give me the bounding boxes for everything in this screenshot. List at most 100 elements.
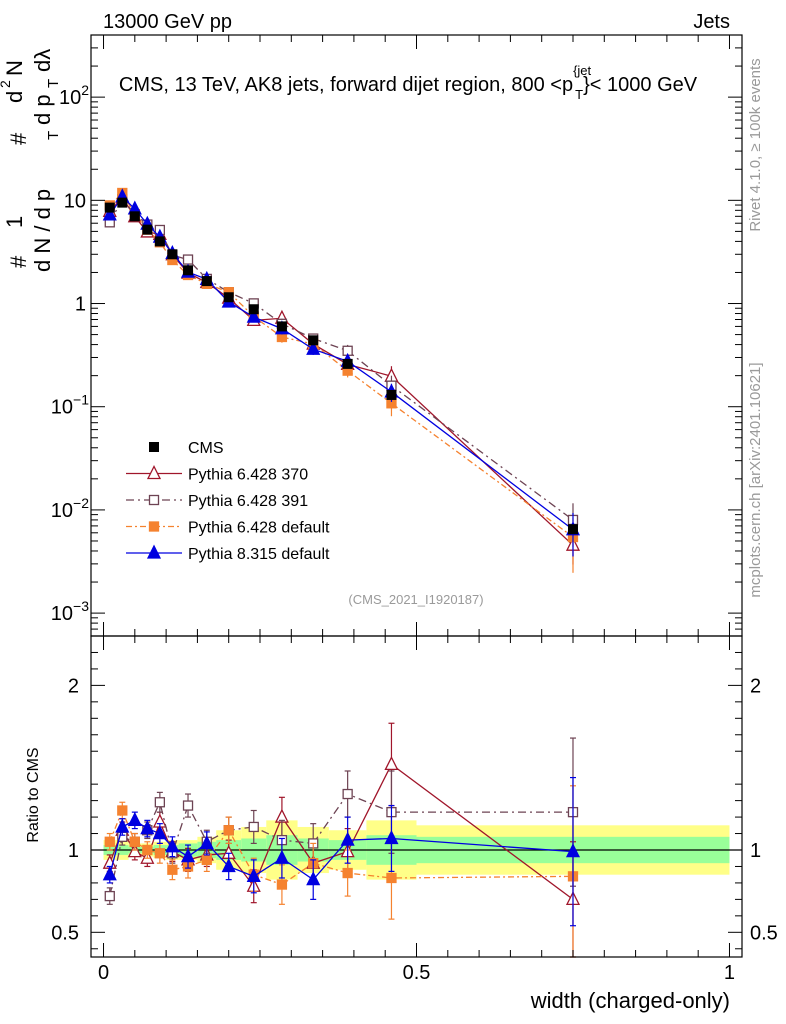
header-left: 13000 GeV pp [103,11,232,33]
y-label-two: 2 [0,80,13,88]
ratio-point-p8 [199,834,214,850]
ratio-y-tick-label-right: 2 [750,675,761,697]
main-point-cms [117,197,128,208]
plot-title: CMS, 13 TeV, AK8 jets, forward dijet reg… [119,63,698,102]
ratio-y-tick-label-right: 1 [750,840,761,862]
main-point-p8 [246,308,261,323]
legend-entry-p8: Pythia 8.315 default [126,544,330,563]
mcplots-label: mcplots.cern.ch [arXiv:2401.10621] [747,362,764,597]
main-y-tick-label: 10−3 [51,598,89,625]
y-label-hash-1: # [6,255,31,268]
legend-label: Pythia 6.428 391 [188,493,308,510]
ratio-point-pdef [104,836,115,847]
legend-marker [148,494,160,506]
ratio-point-p8 [152,825,167,840]
y-label-dpt: d p [30,94,55,125]
x-tick-label: 1 [724,962,735,984]
plot-content [91,187,742,958]
legend-marker [146,465,162,480]
ratio-point-p370 [127,843,142,858]
ratio-point-p8 [180,848,196,863]
legend-label: Pythia 6.428 default [188,520,330,537]
ratio-point-pdef [201,854,212,866]
main-point-cms [386,389,397,400]
y-label-t-2: T [45,79,62,88]
ratio-point-pdef [342,867,353,879]
header-right: Jets [693,11,730,33]
ratio-frame-border [90,635,743,958]
main-point-cms [342,358,353,369]
ratio-point-pdef [117,805,128,816]
ratio-point-p8 [565,843,581,858]
y-label-one: 1 [2,216,27,228]
ratio-point-p8 [165,838,180,853]
ratio-point-p8 [340,831,355,846]
analysis-watermark: (CMS_2021_I1920187) [348,592,483,607]
legend-marker [146,544,162,559]
legend: CMS Pythia 6.428 370 Pythia 6.428 391 Pythi… [126,440,330,563]
legend-entry-p370: Pythia 6.428 370 [126,465,308,484]
legend-label: Pythia 8.315 default [188,546,330,563]
ratio-point-p370 [384,755,399,771]
main-y-tick-label: 102 [59,82,89,109]
main-point-cms [104,202,115,213]
ratio-point-p391 [104,890,115,902]
legend-entry-pdef: Pythia 6.428 default [126,520,330,537]
y-label-n: N [2,60,27,76]
main-point-cms [167,249,178,260]
main-point-cms [142,224,153,235]
ratio-point-p8 [127,811,142,827]
y-label-hash-2: # [6,132,31,145]
ratio-y-axis-label: Ratio to CMS [25,747,42,842]
ratio-point-p391 [248,821,259,833]
main-point-cms [248,304,259,315]
ratio-y-tick-label-right: 0.5 [750,922,778,944]
ratio-y-tick-label: 1 [68,840,79,862]
y-label-dn-dpt: d N / d p [30,189,55,272]
plot-title-main: CMS, 13 TeV, AK8 jets, forward dijet reg… [119,74,573,96]
plot-title-sub: T [575,87,583,102]
main-point-cms [201,276,212,287]
rivet-version-label: Rivet 4.1.0, ≥ 100k events [747,58,764,231]
ratio-y-tick-label: 2 [68,675,79,697]
legend-entry-cms: CMS [149,440,224,457]
legend-label: CMS [188,440,224,457]
ratio-point-pdef [167,864,178,875]
series-p391 [104,194,579,905]
ratio-point-p8 [246,867,261,882]
ratio-plot-frame: 0.5 0.5 1 1 2 2 0 0.5 1 [51,635,778,984]
ratio-point-p8 [221,858,236,873]
ratio-point-p391 [154,797,166,808]
main-point-p8 [102,206,117,221]
main-y-tick-label: 1 [75,294,86,316]
main-point-cms [129,211,140,222]
main-line-pdef [109,191,574,538]
ratio-point-p8 [306,871,321,886]
y-label-dlambda: dλ [30,49,55,72]
legend-marker [148,521,160,532]
ratio-point-pdef [129,836,140,847]
main-point-cms [308,335,319,346]
ratio-point-p8 [384,830,399,845]
ratio-point-p8 [115,818,130,833]
ratio-point-p8 [274,849,289,864]
x-axis-label: width (charged-only) [530,988,730,1013]
plot-title-sup: {jet [573,63,591,78]
series-cms [104,197,578,535]
ratio-y-tick-label: 0.5 [51,922,79,944]
legend-entry-p391: Pythia 6.428 391 [126,493,308,510]
ratio-point-p8 [102,866,117,881]
main-line-p370 [109,196,574,546]
ratio-point-p391 [182,800,194,811]
ratio-point-pdef [386,872,397,884]
main-point-cms [276,321,287,332]
main-point-cms [223,292,234,303]
series-p8 [102,188,581,927]
main-point-p391 [182,254,194,265]
ratio-point-p391 [342,788,353,800]
legend-label: Pythia 6.428 370 [188,467,308,484]
main-point-cms [183,265,194,276]
ratio-point-pdef [276,879,288,890]
plot-title-tail: }< 1000 GeV [583,74,698,96]
